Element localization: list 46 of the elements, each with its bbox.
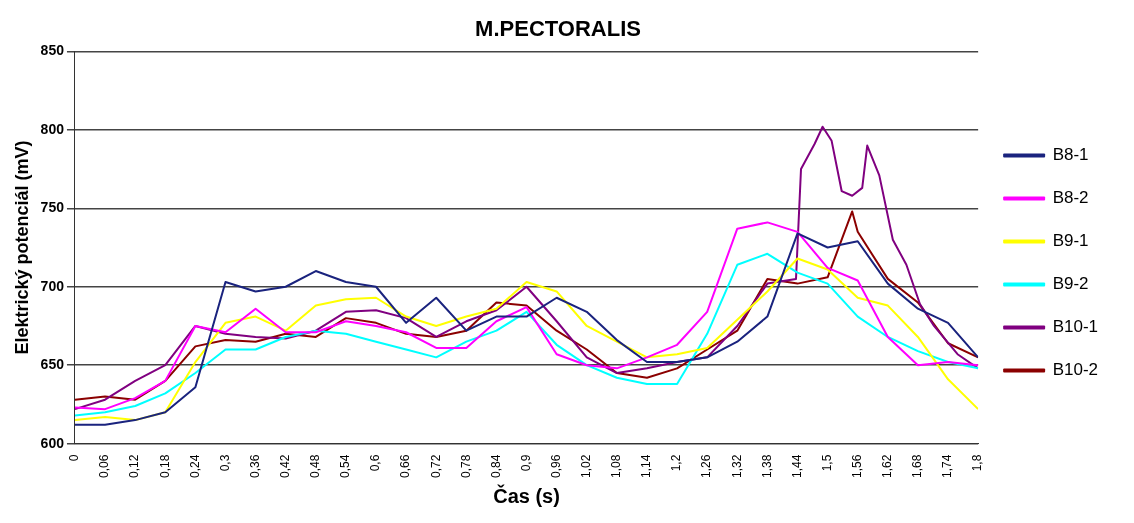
y-tick-label: 800 bbox=[40, 120, 65, 137]
x-tick-label: 0,06 bbox=[97, 454, 112, 478]
x-tick-label: 0,42 bbox=[278, 454, 293, 478]
legend-label: B9-1 bbox=[1052, 231, 1089, 251]
y-tick-label: 650 bbox=[40, 356, 65, 373]
x-tick-label: 1,26 bbox=[699, 454, 714, 478]
y-tick-label: 600 bbox=[40, 434, 65, 451]
x-tick-label: 0,24 bbox=[187, 454, 202, 478]
x-tick-label: 0 bbox=[67, 454, 82, 462]
x-tick-label: 0,12 bbox=[127, 454, 142, 478]
x-tick-label: 0,48 bbox=[308, 454, 323, 478]
y-tick-label: 850 bbox=[40, 42, 65, 59]
x-tick-label: 1,38 bbox=[759, 454, 774, 478]
x-tick-label: 1,5 bbox=[819, 454, 834, 472]
x-tick-label: 0,66 bbox=[398, 454, 413, 478]
legend-label: B9-2 bbox=[1052, 274, 1089, 294]
legend-label: B8-1 bbox=[1052, 145, 1089, 165]
x-tick-label: 0,36 bbox=[247, 454, 262, 478]
x-tick-label: 1,32 bbox=[729, 454, 744, 478]
legend-label: B10-1 bbox=[1052, 317, 1099, 337]
x-tick-label: 0,6 bbox=[368, 454, 383, 472]
x-tick-label: 0,78 bbox=[458, 454, 473, 478]
y-axis-title: Elektrický potenciál (mV) bbox=[11, 140, 32, 355]
x-tick-label: 1,14 bbox=[639, 454, 654, 478]
x-tick-label: 0,9 bbox=[518, 454, 533, 472]
x-axis-title: Čas (s) bbox=[493, 483, 560, 507]
x-tick-label: 1,74 bbox=[940, 454, 955, 478]
x-tick-label: 1,8 bbox=[970, 454, 985, 472]
chart-title: M.PECTORALIS bbox=[475, 16, 641, 42]
x-tick-label: 0,3 bbox=[217, 454, 232, 472]
x-tick-label: 1,44 bbox=[789, 454, 804, 478]
x-tick-label: 1,62 bbox=[880, 454, 895, 478]
legend-label: B8-2 bbox=[1052, 188, 1089, 208]
y-tick-label: 750 bbox=[40, 199, 65, 216]
x-tick-label: 0,54 bbox=[338, 454, 353, 478]
x-tick-label: 1,02 bbox=[579, 454, 594, 478]
x-tick-label: 1,2 bbox=[669, 454, 684, 472]
legend-label: B10-2 bbox=[1052, 360, 1099, 380]
x-tick-label: 0,72 bbox=[428, 454, 443, 478]
x-tick-label: 0,18 bbox=[157, 454, 172, 478]
x-tick-label: 1,68 bbox=[910, 454, 925, 478]
x-tick-label: 1,08 bbox=[609, 454, 624, 478]
x-tick-label: 0,96 bbox=[548, 454, 563, 478]
x-tick-label: 0,84 bbox=[488, 454, 503, 478]
x-tick-label: 1,56 bbox=[850, 454, 865, 478]
y-tick-label: 700 bbox=[40, 277, 65, 294]
